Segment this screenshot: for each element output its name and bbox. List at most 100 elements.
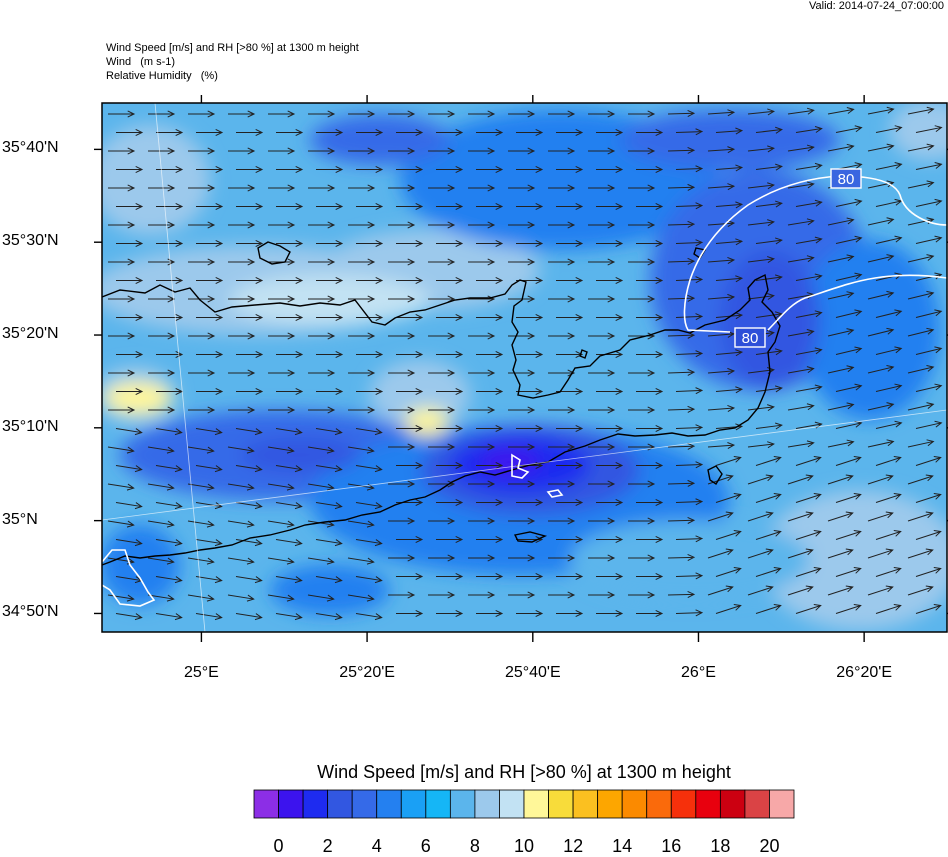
wind-arrow — [428, 221, 456, 229]
wind-arrow — [388, 406, 416, 414]
wind-arrow — [715, 530, 742, 540]
wind-arrow — [907, 180, 935, 189]
colorbar-swatch — [400, 789, 427, 819]
lat-tick-label: 35°10'N — [2, 417, 59, 435]
wind-arrow — [915, 604, 942, 614]
wind-arrow — [915, 198, 943, 207]
wind-arrow — [236, 203, 264, 210]
wind-arrow — [675, 535, 704, 543]
wind-arrow — [907, 290, 935, 300]
lat-tick-label: 34°50'N — [2, 603, 59, 621]
wind-arrow — [396, 610, 424, 617]
wind-arrow — [835, 530, 862, 540]
wind-arrow — [355, 428, 383, 436]
wind-arrow — [196, 203, 224, 210]
wind-arrow — [108, 110, 136, 118]
wind-arrow — [588, 406, 616, 414]
wind-arrow — [827, 291, 855, 300]
wind-arrow — [795, 236, 823, 244]
wind-arrow — [235, 539, 263, 547]
wind-arrow — [636, 203, 664, 210]
wind-arrow — [228, 184, 256, 192]
wind-arrow — [236, 240, 264, 247]
wind-arrow — [148, 221, 176, 229]
wind-arrow — [268, 110, 296, 118]
wind-arrow — [156, 129, 184, 136]
wind-arrow — [227, 520, 255, 528]
wind-arrow — [187, 520, 215, 528]
colorbar-swatch — [376, 789, 402, 819]
wind-arrow — [275, 502, 303, 510]
wind-arrow — [108, 369, 136, 377]
wind-arrow — [428, 258, 456, 266]
wind-arrow — [755, 456, 782, 466]
wind-arrow — [396, 573, 424, 580]
wind-arrow — [747, 145, 775, 153]
wind-arrow — [436, 314, 464, 321]
wind-arrow — [795, 310, 823, 318]
wind-arrow — [267, 446, 295, 454]
wind-arrow — [915, 456, 942, 466]
wind-arrow — [156, 314, 184, 321]
wind-arrow — [108, 221, 136, 229]
wind-arrow — [228, 221, 256, 229]
wind-arrow — [707, 442, 736, 450]
wind-arrow — [516, 573, 544, 580]
colorbar-tick-label: 8 — [469, 836, 480, 856]
wind-arrow — [667, 109, 696, 117]
wind-arrow — [148, 295, 176, 303]
wind-arrow — [667, 146, 696, 154]
wind-arrow — [396, 203, 424, 210]
wind-arrow — [596, 425, 624, 432]
wind-arrow — [307, 557, 335, 565]
colorbar-tick-label: 14 — [612, 836, 633, 856]
wind-arrow — [107, 520, 135, 528]
wind-arrow — [468, 554, 496, 562]
wind-arrow — [675, 424, 704, 432]
wind-arrow — [755, 348, 783, 356]
wind-arrow — [588, 480, 616, 488]
wind-arrow — [867, 254, 895, 263]
wind-arrow — [556, 610, 584, 617]
wind-arrow — [308, 258, 336, 266]
wind-arrow — [915, 493, 942, 503]
wind-arrow — [628, 517, 656, 525]
wind-arrow — [476, 573, 504, 580]
wind-arrow — [516, 610, 544, 617]
wind-arrow — [588, 147, 616, 155]
lon-tick-label: 26°E — [681, 664, 716, 681]
wind-arrow — [556, 351, 584, 358]
wind-arrow — [915, 125, 943, 133]
wind-arrow — [348, 332, 376, 340]
rh-contour-label-2: 80 — [734, 327, 766, 348]
colorbar-swatch — [449, 789, 476, 819]
wind-arrow — [307, 594, 335, 602]
wind-arrow — [787, 366, 815, 374]
wind-arrow — [588, 110, 616, 118]
colorbar-tick-label: 0 — [273, 836, 284, 856]
wind-arrow — [436, 351, 464, 358]
wind-speed-field — [102, 103, 947, 632]
header-line-wind: Wind (m s-1) — [106, 56, 176, 68]
wind-arrow — [227, 483, 255, 491]
wind-arrow — [348, 110, 376, 118]
wind-arrow — [267, 594, 295, 602]
colorbar-swatch — [695, 789, 721, 819]
wind-arrow — [315, 613, 343, 621]
wind-arrow — [707, 511, 734, 522]
wind-arrow — [228, 110, 256, 118]
wind-arrow — [508, 480, 536, 488]
wind-arrow — [596, 462, 624, 469]
wind-arrow — [116, 277, 144, 284]
wind-arrow — [436, 277, 464, 284]
wind-arrow — [867, 511, 894, 522]
wind-arrow — [108, 147, 136, 155]
wind-arrow — [628, 295, 656, 303]
wind-arrow — [428, 332, 456, 340]
wind-arrow — [596, 277, 624, 284]
wind-arrow — [636, 573, 664, 580]
wind-arrow — [388, 184, 416, 192]
wind-arrow — [835, 272, 863, 281]
wind-arrow — [795, 604, 822, 614]
wind-arrow — [628, 591, 656, 599]
